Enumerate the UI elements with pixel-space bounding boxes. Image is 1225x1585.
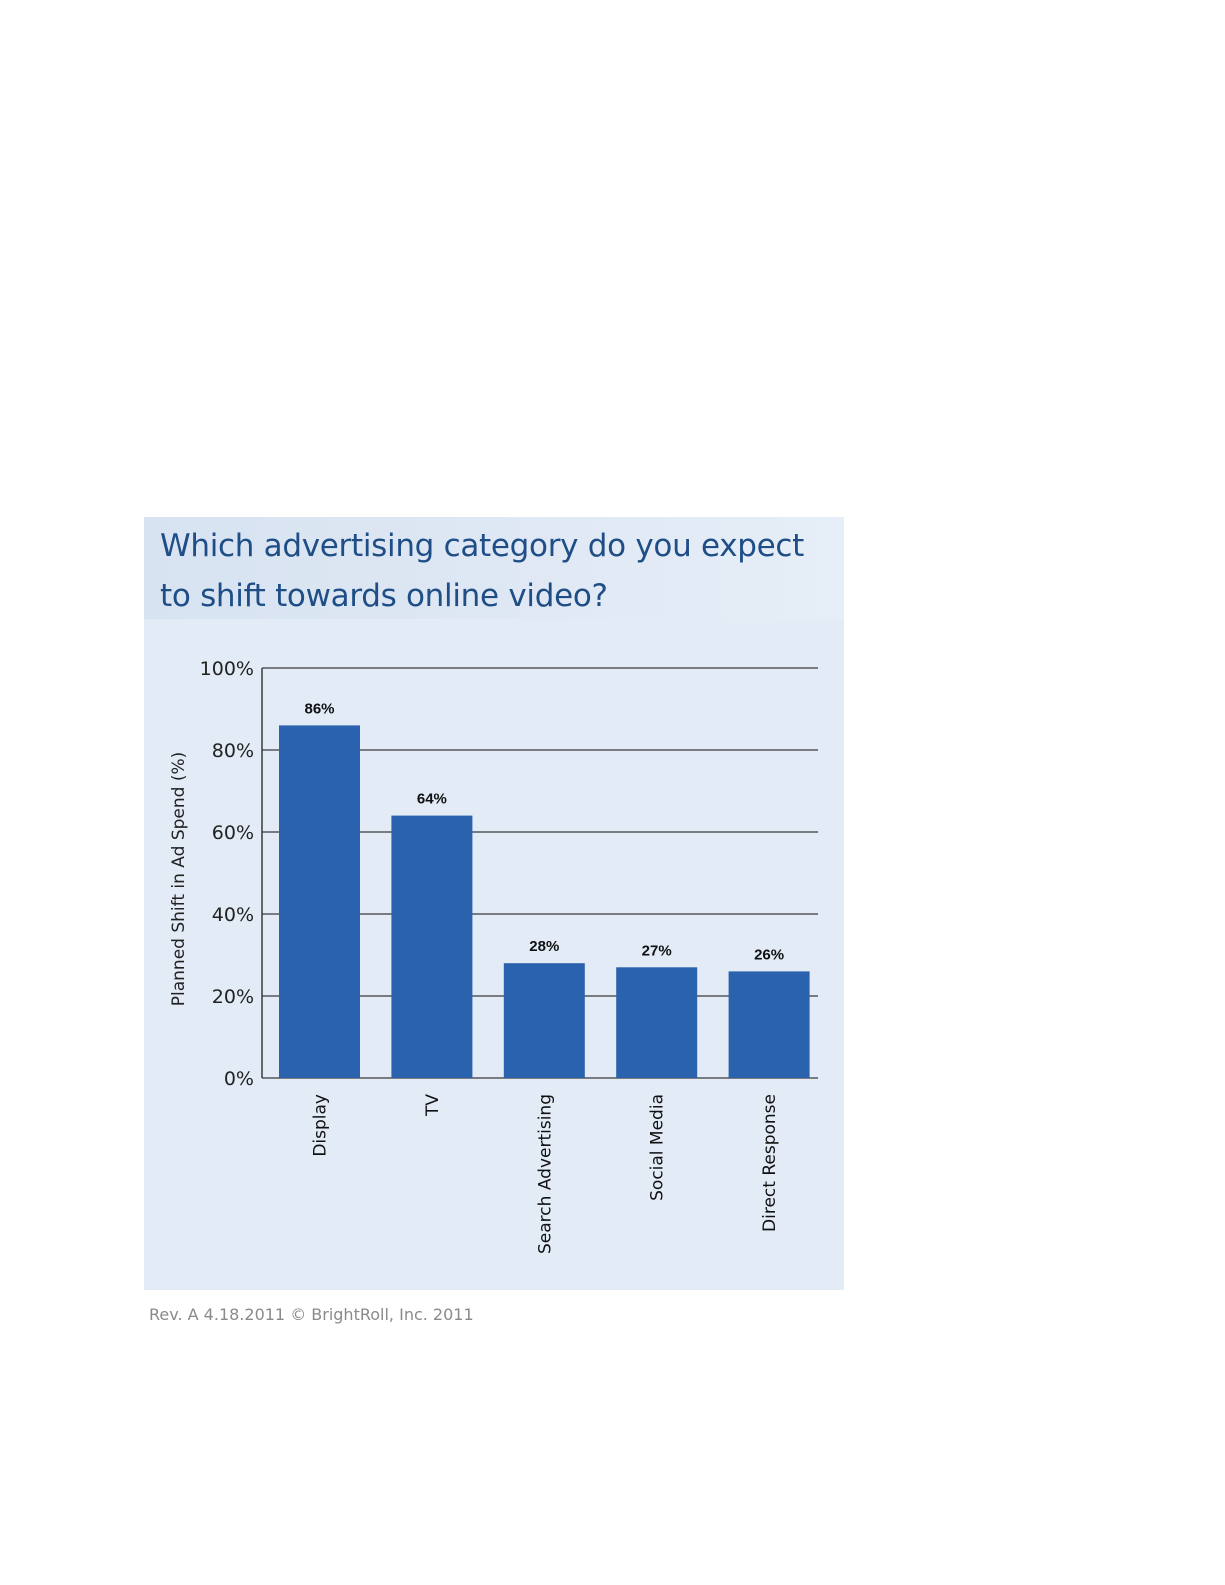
y-tick-label: 0% [224, 1068, 254, 1090]
bar-value-label: 86% [304, 700, 334, 717]
chart-title: Which advertising category do you expect… [160, 528, 804, 614]
y-tick-label: 100% [200, 658, 254, 680]
footer-copyright: Rev. A 4.18.2011 © BrightRoll, Inc. 2011 [149, 1305, 474, 1324]
bar-value-label: 28% [529, 938, 559, 955]
y-tick-label: 80% [212, 740, 254, 762]
y-tick-label: 40% [212, 904, 254, 926]
y-tick-label: 60% [212, 822, 254, 844]
bar [391, 815, 473, 1078]
x-category-label: Social Media [648, 1094, 668, 1201]
y-tick-label: 20% [212, 986, 254, 1008]
y-axis-title: Planned Shift in Ad Spend (%) [169, 752, 189, 1007]
bar [728, 971, 810, 1078]
x-category-label: Search Advertising [535, 1094, 555, 1254]
x-category-label: TV [423, 1094, 443, 1117]
bar [503, 963, 585, 1078]
bar-value-label: 27% [642, 942, 672, 959]
bar [279, 725, 360, 1078]
bar-value-label: 26% [754, 946, 784, 963]
x-category-label: Direct Response [760, 1094, 780, 1232]
chart-panel: Which advertising category do you expect… [144, 517, 844, 1290]
bar-value-label: 64% [417, 791, 447, 808]
bar [616, 967, 698, 1078]
x-category-label: Display [311, 1094, 331, 1157]
title-band: Which advertising category do you expect… [144, 517, 844, 619]
bar-chart: 0% 20% 40% 60% 80% 100% Planned Shift in Ad Sp… [169, 658, 818, 1254]
